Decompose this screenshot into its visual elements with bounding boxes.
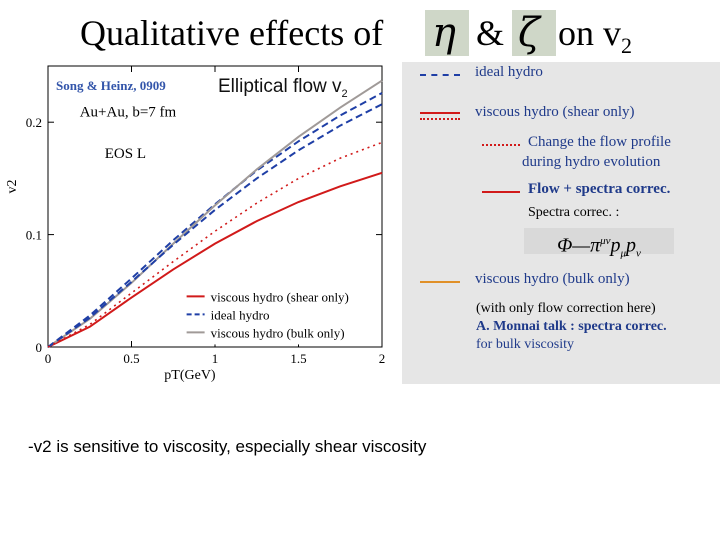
legend-change-profile-1: Change the flow profile xyxy=(528,134,671,150)
x-tick-label: 0.5 xyxy=(123,351,139,366)
shear-legend-dots xyxy=(420,118,460,120)
chart-legend-label: viscous hydro (bulk only) xyxy=(211,325,345,340)
eta-highlight xyxy=(425,10,469,56)
on-v2: on v2 xyxy=(558,12,632,59)
shear-legend-line xyxy=(420,112,460,114)
legend-bulk: viscous hydro (bulk only) xyxy=(475,271,630,287)
y-tick-label: 0.1 xyxy=(26,228,42,243)
title-bar xyxy=(0,0,720,58)
y-tick-label: 0 xyxy=(36,340,43,355)
series-line-2 xyxy=(47,92,383,348)
ampersand: & xyxy=(476,13,505,53)
legend-spectra-correc: Spectra correc. : xyxy=(528,205,620,220)
eta-symbol: η xyxy=(432,10,456,56)
ideal-legend-line xyxy=(420,74,460,76)
legend-change-profile-2: during hydro evolution xyxy=(522,154,661,170)
bottom-note: -v2 is sensitive to viscosity, especiall… xyxy=(28,437,427,456)
bulk-legend-line xyxy=(420,281,460,283)
chart-legend-box xyxy=(182,282,380,345)
y-tick-label: 0.2 xyxy=(26,115,42,130)
citation: Song & Heinz, 0909 xyxy=(56,78,166,93)
x-axis-label: pT(GeV) xyxy=(164,368,216,383)
flow-spectra-legend-line xyxy=(482,191,520,193)
zeta-symbol: ζ xyxy=(518,10,540,56)
x-tick-label: 2 xyxy=(379,351,386,366)
zeta-highlight xyxy=(512,10,556,56)
bulk-note-2: A. Monnai talk : spectra correc. xyxy=(476,319,667,334)
legend-flow-spectra: Flow + spectra correc. xyxy=(528,181,671,197)
subtitle-text: Elliptical flow v xyxy=(218,76,342,97)
profile-legend-line xyxy=(482,144,520,146)
legend-ideal: ideal hydro xyxy=(475,64,543,80)
chart-legend-label: viscous hydro (shear only) xyxy=(211,289,349,304)
series-line-4 xyxy=(47,103,383,348)
legend-shear: viscous hydro (shear only) xyxy=(475,104,635,120)
v2-chart: 0 0.5 1 1.5 2 0 0.1 0.2 pT(GeV) v2 Au+Au, b=7 fm EO… xyxy=(5,65,386,383)
x-tick-label: 0 xyxy=(45,351,52,366)
bulk-note-3: for bulk viscosity xyxy=(476,337,574,352)
series-line-1 xyxy=(47,171,383,348)
annotation-collision: Au+Au, b=7 fm xyxy=(80,105,177,121)
on-v-sub: 2 xyxy=(621,33,632,59)
x-tick-label: 1 xyxy=(212,351,219,366)
x-tick-label: 1.5 xyxy=(290,351,306,366)
legend-panel xyxy=(402,62,720,384)
chart-legend-label: ideal hydro xyxy=(211,307,270,322)
slide-title: Qualitative effects of xyxy=(80,13,384,53)
bulk-note-1: (with only flow correction here) xyxy=(476,301,656,316)
y-axis-label: v2 xyxy=(5,180,20,194)
spectra-formula-image: Φ—πμνpμpν xyxy=(524,228,674,260)
chart-subtitle: Elliptical flow v2 xyxy=(218,76,348,100)
subtitle-sub: 2 xyxy=(341,87,348,100)
annotation-eos: EOS L xyxy=(105,146,146,162)
on-v-text: on v xyxy=(558,13,621,53)
